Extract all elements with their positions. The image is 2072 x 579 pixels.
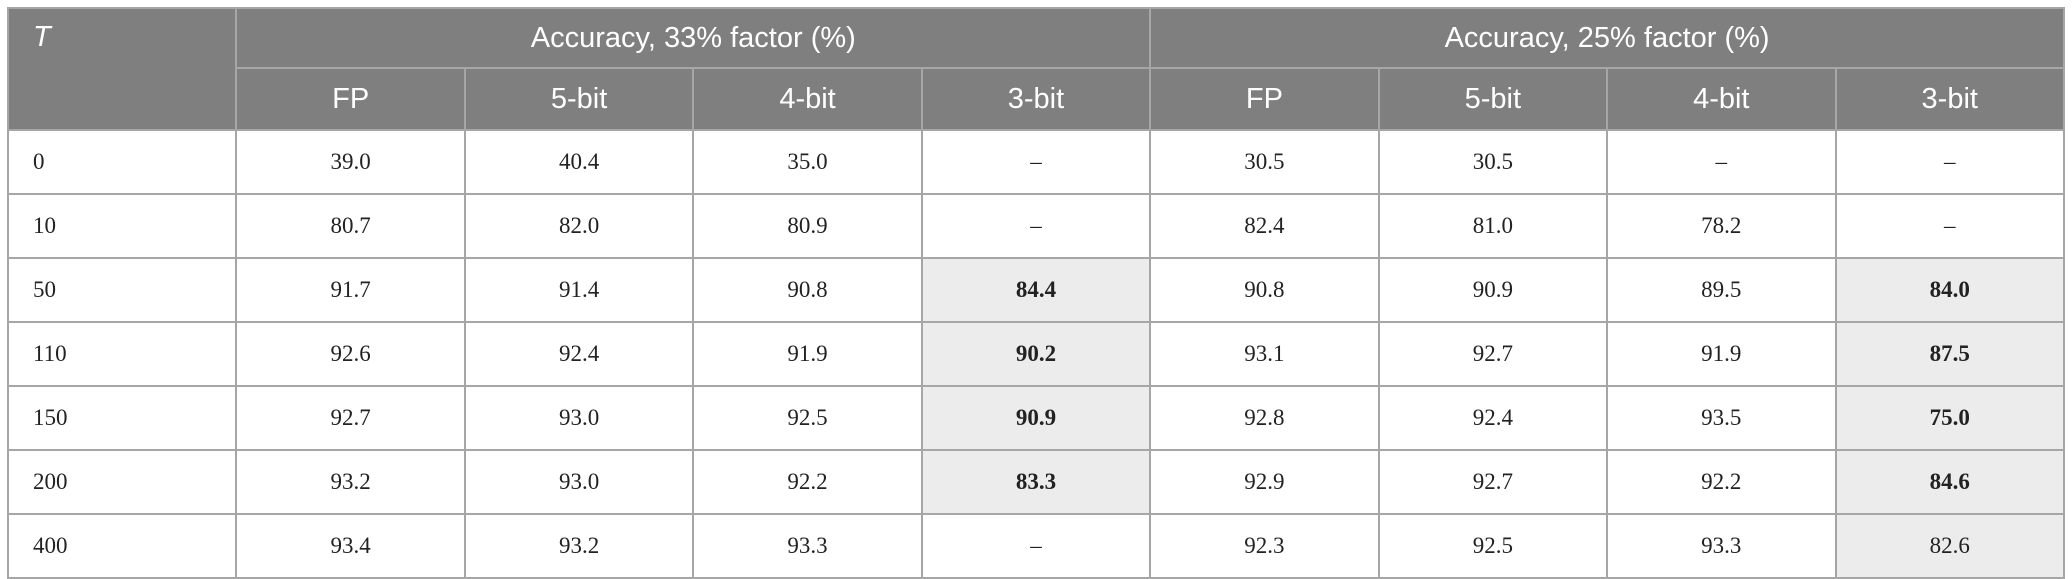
cell: 75.0	[1834, 385, 2065, 451]
cell: 92.8	[1149, 385, 1380, 451]
row-label: 400	[6, 513, 238, 579]
cell: –	[1606, 129, 1837, 195]
cell: 90.9	[1377, 257, 1609, 323]
cell: 40.4	[463, 129, 695, 195]
table-row: 400 93.4 93.2 93.3–92.3 92.5 93.3 82.6	[6, 513, 2065, 579]
cell: 93.3	[692, 513, 923, 579]
cell: –	[920, 129, 1152, 195]
cell: 93.0	[463, 385, 695, 451]
cell: 80.9	[692, 193, 923, 259]
cell: 92.2	[1606, 449, 1837, 515]
cell: 92.9	[1149, 449, 1380, 515]
cell: 92.7	[235, 385, 466, 451]
column-header: 4-bit	[692, 67, 923, 131]
corner-header: T	[6, 7, 238, 131]
cell: 82.4	[1149, 193, 1380, 259]
cell: 84.6	[1834, 449, 2065, 515]
cell: 82.0	[463, 193, 695, 259]
cell: –	[1834, 193, 2065, 259]
cell: 30.5	[1149, 129, 1380, 195]
cell: 92.7	[1377, 321, 1609, 387]
cell: 92.4	[463, 321, 695, 387]
cell: 87.5	[1834, 321, 2065, 387]
cell: 92.4	[1377, 385, 1609, 451]
cell: 92.7	[1377, 449, 1609, 515]
column-header: 4-bit	[1606, 67, 1837, 131]
column-header: FP	[235, 67, 466, 131]
cell: 90.8	[1149, 257, 1380, 323]
cell: 93.5	[1606, 385, 1837, 451]
cell: 93.4	[235, 513, 466, 579]
cell: 92.5	[692, 385, 923, 451]
cell: 91.4	[463, 257, 695, 323]
cell: 30.5	[1377, 129, 1609, 195]
cell: 35.0	[692, 129, 923, 195]
cell: –	[920, 193, 1152, 259]
cell: 80.7	[235, 193, 466, 259]
cell: 93.2	[463, 513, 695, 579]
cell: 84.0	[1834, 257, 2065, 323]
row-label: 110	[6, 321, 238, 387]
column-header: 5-bit	[463, 67, 695, 131]
cell: 93.0	[463, 449, 695, 515]
cell: 78.2	[1606, 193, 1837, 259]
column-header: 3-bit	[1834, 67, 2065, 131]
row-label: 50	[6, 257, 238, 323]
group-header: Accuracy, 25% factor (%)	[1149, 7, 2065, 69]
group-header: Accuracy, 33% factor (%)	[235, 7, 1152, 69]
cell: 90.8	[692, 257, 923, 323]
cell: 90.9	[920, 385, 1152, 451]
cell: 81.0	[1377, 193, 1609, 259]
table-row: 150 92.7 93.0 92.5 90.9 92.8 92.4 93.5 75.0	[6, 385, 2065, 451]
cell: 84.4	[920, 257, 1152, 323]
cell: 92.5	[1377, 513, 1609, 579]
row-label: 10	[6, 193, 238, 259]
cell: 89.5	[1606, 257, 1837, 323]
cell: 93.1	[1149, 321, 1380, 387]
cell: 82.6	[1834, 513, 2065, 579]
cell: 91.9	[1606, 321, 1837, 387]
cell: 83.3	[920, 449, 1152, 515]
row-label: 0	[6, 129, 238, 195]
cell: 91.9	[692, 321, 923, 387]
cell: 91.7	[235, 257, 466, 323]
cell: 92.3	[1149, 513, 1380, 579]
cell: 92.6	[235, 321, 466, 387]
cell: 90.2	[920, 321, 1152, 387]
table-row: 110 92.6 92.4 91.9 90.2 93.1 92.7 91.9 87.5	[6, 321, 2065, 387]
cell: 93.2	[235, 449, 466, 515]
row-label: 200	[6, 449, 238, 515]
table-row: 50 91.7 91.4 90.8 84.4 90.8 90.9 89.5 84.0	[6, 257, 2065, 323]
cell: 92.2	[692, 449, 923, 515]
cell: 39.0	[235, 129, 466, 195]
column-header: 5-bit	[1377, 67, 1609, 131]
table-row: 10 80.7 82.0 80.9–82.4 81.0 78.2–	[6, 193, 2065, 259]
cell: –	[920, 513, 1152, 579]
row-label: 150	[6, 385, 238, 451]
results-table: T Accuracy, 33% factor (%) Accuracy, 25%…	[6, 7, 2065, 579]
column-header: FP	[1149, 67, 1380, 131]
table-row: 200 93.2 93.0 92.2 83.3 92.9 92.7 92.2 84.6	[6, 449, 2065, 515]
cell: –	[1834, 129, 2065, 195]
cell: 93.3	[1606, 513, 1837, 579]
table-row: 0 39.0 40.4 35.0–30.5 30.5– –	[6, 129, 2065, 195]
column-header: 3-bit	[920, 67, 1152, 131]
